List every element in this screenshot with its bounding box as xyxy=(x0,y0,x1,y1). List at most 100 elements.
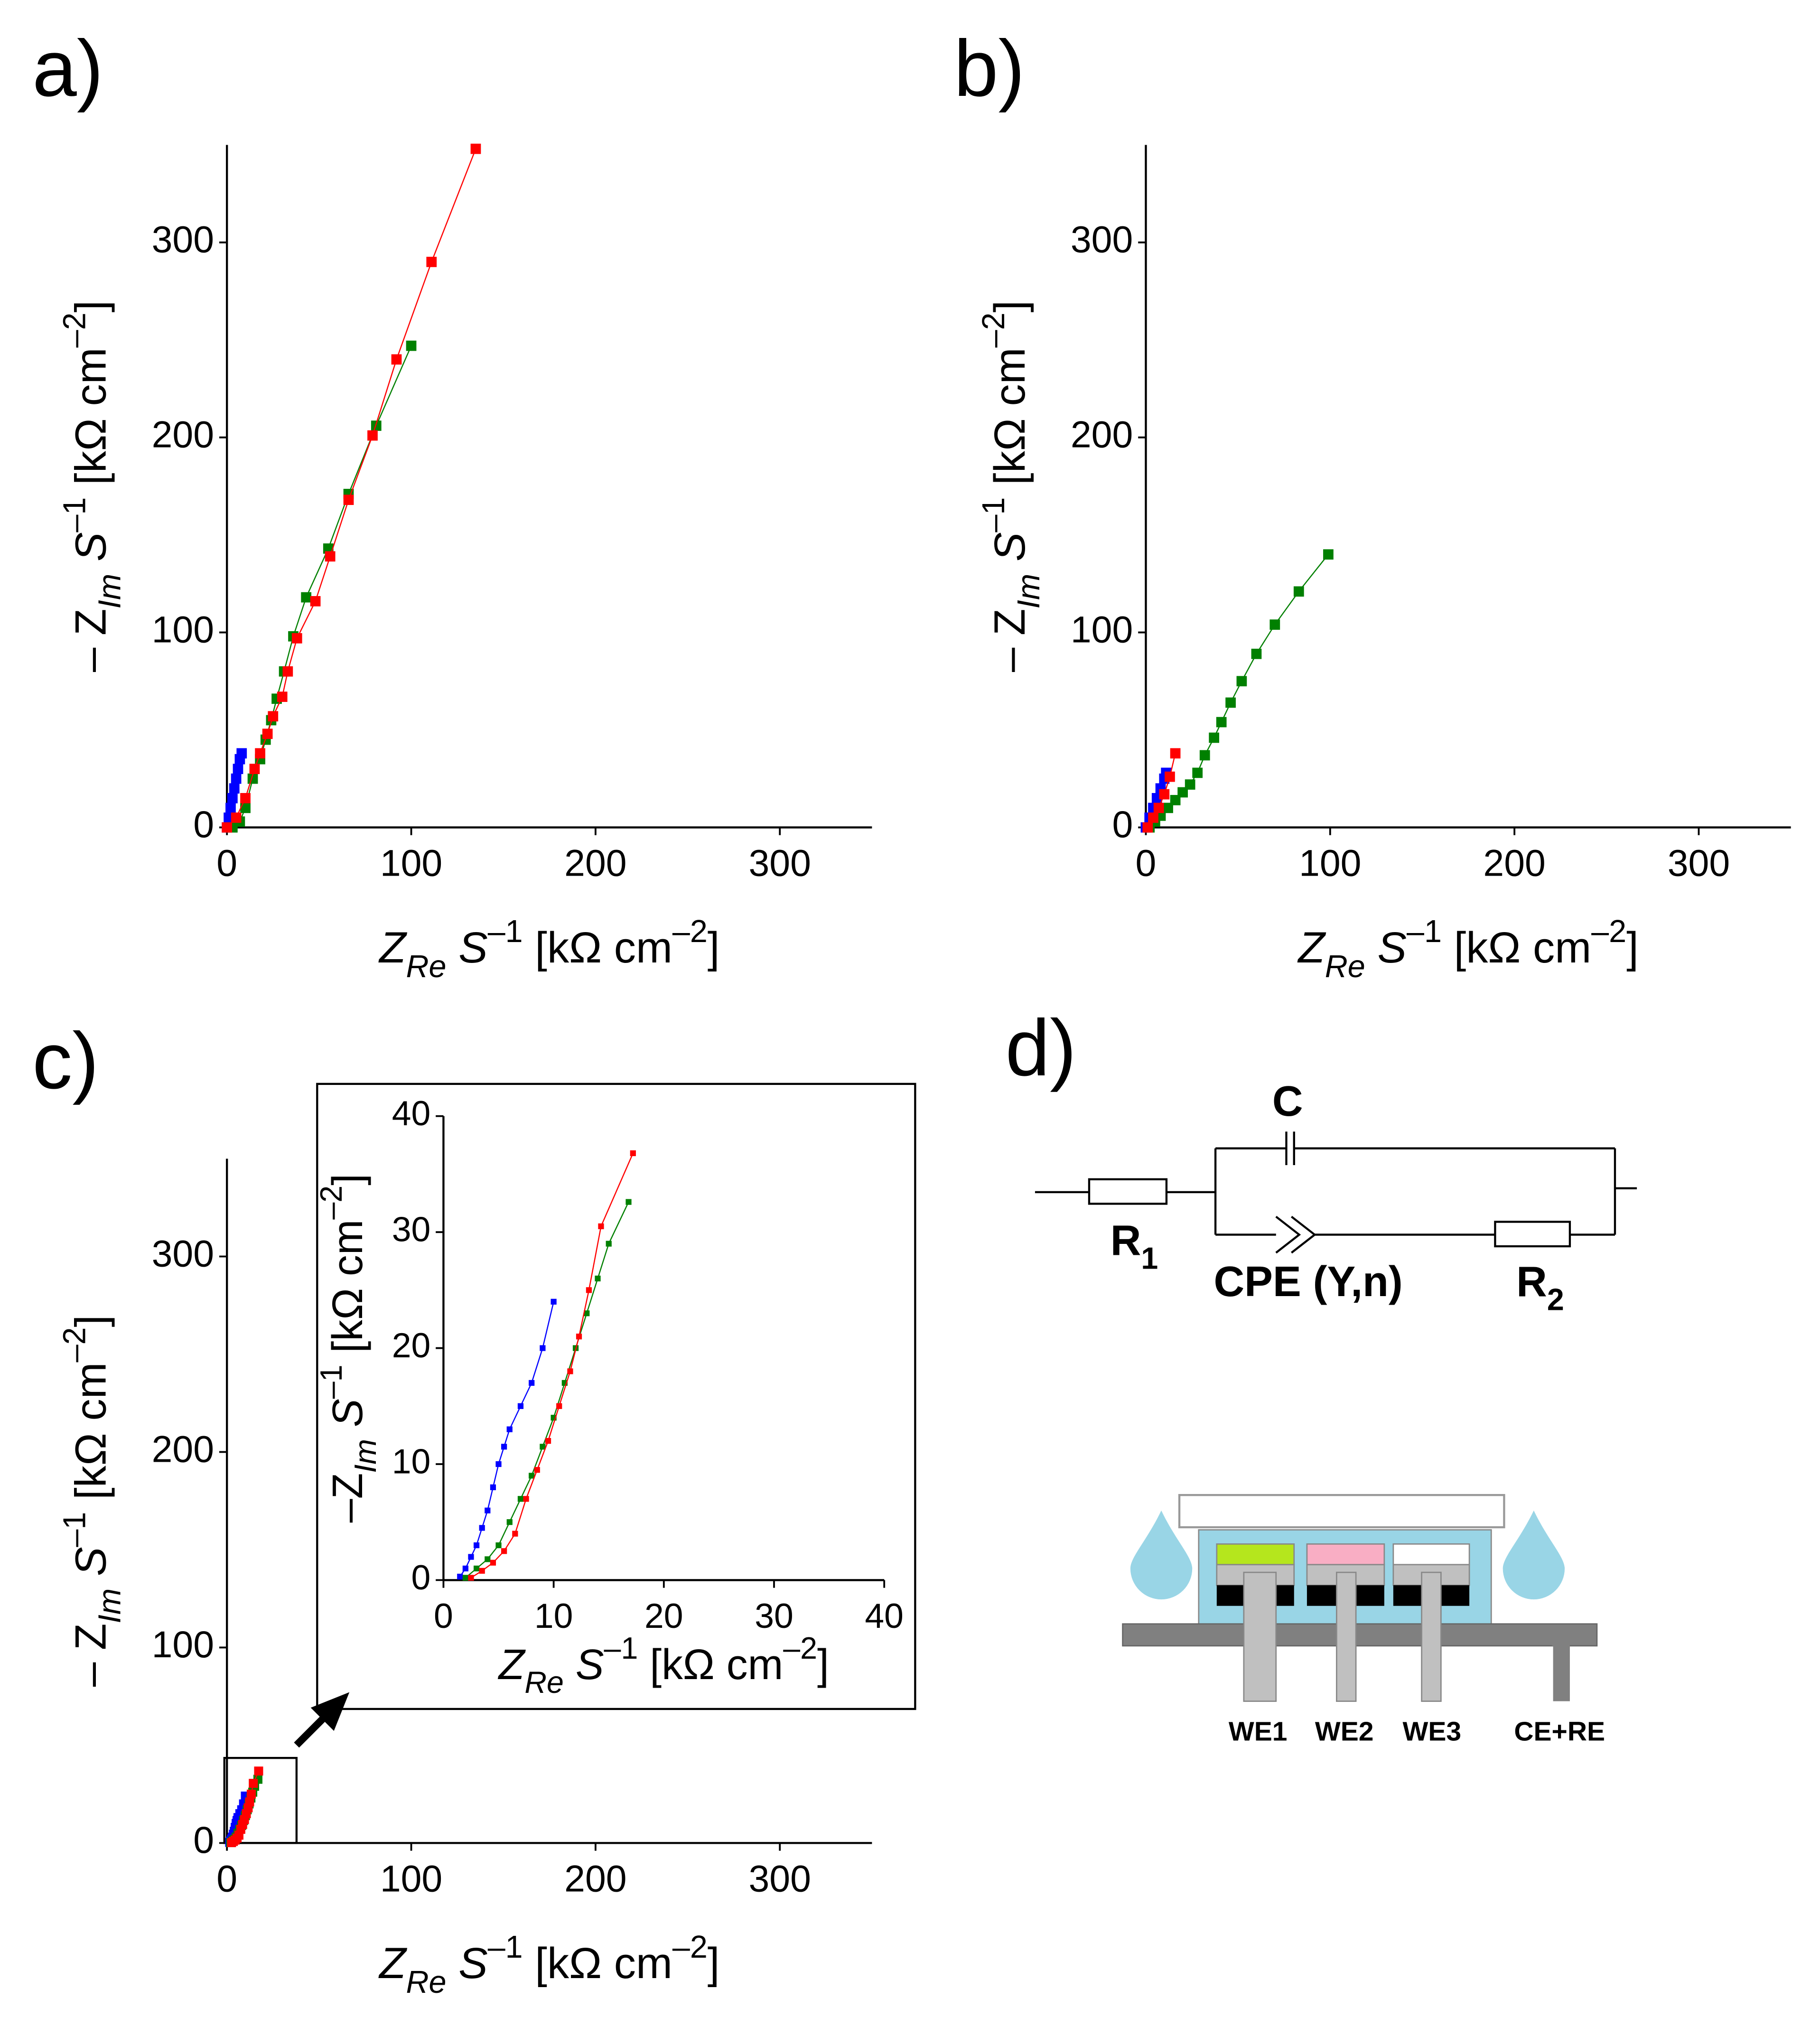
label-part: –2 xyxy=(314,1186,348,1220)
pad xyxy=(1392,1543,1470,1566)
label-part: –1 xyxy=(314,1365,348,1399)
x-tick-label: 300 xyxy=(749,1858,811,1900)
component-label: C xyxy=(1272,1077,1303,1125)
label-part: –2 xyxy=(672,1930,708,1965)
panel-label: c) xyxy=(32,1016,99,1105)
label-part: [kΩ cm xyxy=(523,923,672,972)
data-point xyxy=(268,711,279,722)
data-point xyxy=(485,1507,491,1513)
data-point xyxy=(584,1310,590,1317)
panel-label: b) xyxy=(954,24,1025,113)
inset-frame xyxy=(316,1083,916,1710)
label-part: S xyxy=(446,1938,487,1988)
data-point xyxy=(1142,822,1153,833)
y-tick-label: 10 xyxy=(392,1442,431,1481)
x-tick-label: 10 xyxy=(534,1597,573,1635)
data-point xyxy=(233,764,243,775)
data-point xyxy=(245,1797,254,1807)
data-point xyxy=(236,748,247,759)
lid xyxy=(1178,1494,1505,1529)
y-tick-label: 100 xyxy=(152,1624,214,1665)
axis-label: – ZIm S–1 [kΩ cm–2] xyxy=(57,1315,127,1687)
data-point xyxy=(495,1542,502,1549)
label-part: ] xyxy=(324,1174,371,1186)
label-part: –1 xyxy=(1407,914,1442,949)
data-point xyxy=(506,1519,513,1525)
label-part: – Z xyxy=(66,1624,115,1687)
label-part: S xyxy=(66,1547,115,1588)
label-part: Re xyxy=(406,1965,447,2000)
circuit-wire xyxy=(1035,1147,1637,1236)
data-point xyxy=(1170,795,1181,805)
y-tick-label: 20 xyxy=(392,1326,431,1365)
x-tick-label: 30 xyxy=(755,1597,793,1635)
data-point xyxy=(529,1473,535,1479)
data-point xyxy=(1251,648,1262,659)
data-point xyxy=(1199,750,1210,761)
series-line xyxy=(459,1301,554,1577)
data-point xyxy=(229,783,240,794)
data-point xyxy=(540,1345,546,1351)
data-point xyxy=(371,420,382,431)
label-part: S xyxy=(66,532,115,574)
data-point xyxy=(485,1556,491,1562)
x-tick-label: 0 xyxy=(216,842,237,884)
data-point xyxy=(231,812,242,823)
label-part: –2 xyxy=(783,1631,817,1665)
label-part: – Z xyxy=(66,609,115,672)
y-tick-label: 300 xyxy=(1071,219,1133,261)
data-point xyxy=(490,1559,496,1566)
resistor xyxy=(1088,1178,1168,1205)
data-point xyxy=(576,1334,582,1340)
data-point xyxy=(1170,748,1181,759)
data-point xyxy=(1163,803,1173,813)
data-point xyxy=(310,596,321,607)
electrode-label: WE1 xyxy=(1229,1717,1288,1747)
electrode-label: CE+RE xyxy=(1514,1717,1605,1747)
panel-label: d) xyxy=(1005,1003,1076,1093)
label-part: – Z xyxy=(985,609,1034,672)
data-point xyxy=(246,1789,256,1799)
label-part: Im xyxy=(1011,574,1046,609)
data-point xyxy=(606,1241,612,1247)
data-point xyxy=(1293,586,1304,597)
data-point xyxy=(462,1565,468,1572)
x-tick-label: 100 xyxy=(380,1858,442,1900)
label-part: S xyxy=(446,923,487,972)
label-part: ] xyxy=(708,1938,720,1988)
y-tick-label: 200 xyxy=(152,1428,214,1470)
data-point xyxy=(1209,732,1220,743)
x-tick-label: 0 xyxy=(434,1597,453,1635)
label-part: –2 xyxy=(1591,914,1626,949)
series-line xyxy=(465,1202,629,1578)
data-point xyxy=(227,793,238,803)
data-point xyxy=(231,773,242,784)
data-point xyxy=(426,257,437,267)
data-point xyxy=(282,666,293,677)
x-tick-label: 20 xyxy=(644,1597,683,1635)
diagram xyxy=(1035,1131,1637,1702)
data-point xyxy=(490,1484,496,1490)
label-part: ] xyxy=(1626,923,1639,972)
axis-label: ZRe S–1 [kΩ cm–2] xyxy=(378,1930,719,2000)
y-tick-label: 100 xyxy=(1071,608,1133,650)
y-tick-label: 300 xyxy=(152,219,214,261)
y-tick-label: 100 xyxy=(152,608,214,650)
data-point xyxy=(1148,812,1158,823)
data-point xyxy=(1323,549,1334,560)
data-point xyxy=(277,691,288,702)
label-part: –1 xyxy=(604,1631,638,1665)
data-point xyxy=(551,1298,557,1305)
label-part: 2 xyxy=(1547,1283,1564,1317)
label-part: 1 xyxy=(1141,1242,1158,1276)
stem xyxy=(1336,1571,1357,1702)
label-part: R xyxy=(1111,1216,1141,1264)
data-point xyxy=(540,1444,546,1450)
stem xyxy=(1421,1571,1442,1702)
data-point xyxy=(1159,789,1170,800)
axis-label: – ZIm S–1 [kΩ cm–2] xyxy=(57,300,127,672)
data-point xyxy=(1236,676,1247,687)
resistor xyxy=(1494,1221,1571,1248)
label-part: ] xyxy=(708,923,720,972)
label-part: –2 xyxy=(672,914,708,949)
